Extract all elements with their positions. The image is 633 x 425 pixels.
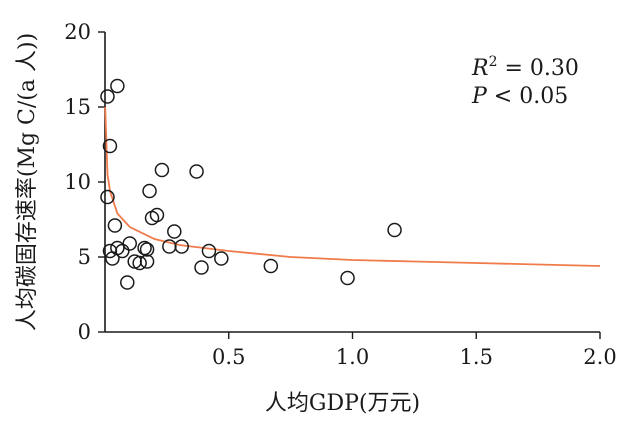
data-point	[139, 242, 155, 257]
x-tick-label: 2.0	[583, 345, 616, 369]
data-point	[340, 270, 355, 286]
y-tick-label: 20	[64, 20, 91, 44]
points-group	[100, 78, 402, 290]
y-axis-label: 人均碳固存速率(Mg C/(a 人))	[15, 33, 40, 331]
data-point	[137, 240, 152, 256]
data-point	[132, 255, 147, 271]
data-point	[263, 258, 279, 274]
y-tick-label: 5	[78, 245, 91, 269]
annotation-p: P < 0.05	[471, 84, 568, 109]
data-point	[154, 162, 170, 178]
data-point	[174, 239, 189, 254]
trendline	[104, 106, 601, 267]
data-point	[110, 78, 125, 94]
data-point	[102, 138, 118, 154]
axes: 0 5 10 15 20 0.5 1.0 1.5 2.0	[64, 20, 616, 369]
data-point	[194, 260, 209, 275]
x-tick-label: 1.0	[336, 345, 369, 369]
data-point	[107, 218, 123, 233]
data-point	[189, 164, 204, 179]
y-tick-label: 0	[78, 320, 91, 344]
data-point	[100, 189, 115, 205]
data-point	[149, 207, 165, 223]
data-point	[201, 243, 217, 259]
x-tick-label: 1.5	[460, 345, 493, 369]
annotation-r2: R2 = 0.30	[471, 54, 579, 81]
trendline-group	[104, 106, 601, 267]
data-point	[139, 254, 155, 269]
data-point	[115, 243, 130, 259]
labels-group: 人均GDP(万元) 人均碳固存速率(Mg C/(a 人)) R2 = 0.30 P <…	[15, 33, 579, 416]
data-point	[214, 251, 229, 266]
data-point	[387, 222, 402, 238]
data-point	[120, 275, 135, 290]
data-point	[142, 183, 157, 199]
y-tick-label: 15	[64, 95, 91, 119]
data-point	[100, 89, 115, 104]
data-point	[167, 224, 182, 239]
y-tick-label: 10	[64, 170, 91, 194]
x-axis-label: 人均GDP(万元)	[265, 391, 420, 416]
data-point	[122, 236, 137, 251]
x-tick-label: 0.5	[212, 345, 245, 369]
